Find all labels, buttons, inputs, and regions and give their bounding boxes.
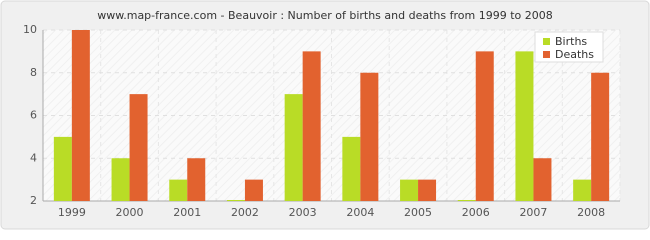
- y-tick-label: 4: [30, 151, 37, 164]
- bar: [169, 179, 188, 201]
- chart: www.map-france.com - Beauvoir : Number o…: [0, 0, 650, 230]
- x-tick-label: 1999: [58, 206, 86, 219]
- x-tick-label: 2003: [289, 206, 317, 219]
- legend-swatch: [543, 51, 550, 58]
- chart-title: www.map-france.com - Beauvoir : Number o…: [97, 9, 552, 22]
- x-tick-label: 2001: [173, 206, 201, 219]
- x-tick-label: 2007: [519, 206, 547, 219]
- bar: [187, 158, 206, 201]
- bar: [302, 51, 321, 201]
- bar: [360, 72, 379, 201]
- legend-label: Births: [555, 35, 587, 48]
- y-tick-label: 6: [30, 109, 37, 122]
- bar: [591, 72, 610, 201]
- x-tick-label: 2005: [404, 206, 432, 219]
- bar: [226, 200, 245, 201]
- legend-swatch: [543, 38, 550, 45]
- bar: [418, 179, 437, 201]
- x-tick-label: 2000: [116, 206, 144, 219]
- bar: [71, 30, 90, 201]
- y-tick-label: 2: [30, 194, 37, 207]
- bar: [284, 94, 303, 201]
- bar: [129, 94, 148, 201]
- x-tick-label: 2004: [346, 206, 374, 219]
- bar: [53, 136, 72, 201]
- y-tick-label: 8: [30, 66, 37, 79]
- y-tick-label: 10: [23, 23, 37, 36]
- bar: [342, 136, 361, 201]
- legend-label: Deaths: [555, 48, 594, 61]
- bar: [573, 179, 592, 201]
- bar: [400, 179, 419, 201]
- bar: [457, 200, 476, 201]
- bar: [111, 158, 130, 201]
- x-tick-label: 2008: [577, 206, 605, 219]
- x-tick-label: 2006: [462, 206, 490, 219]
- bar: [475, 51, 494, 201]
- bar: [533, 158, 552, 201]
- x-tick-label: 2002: [231, 206, 259, 219]
- bar: [244, 179, 263, 201]
- bar: [515, 51, 534, 201]
